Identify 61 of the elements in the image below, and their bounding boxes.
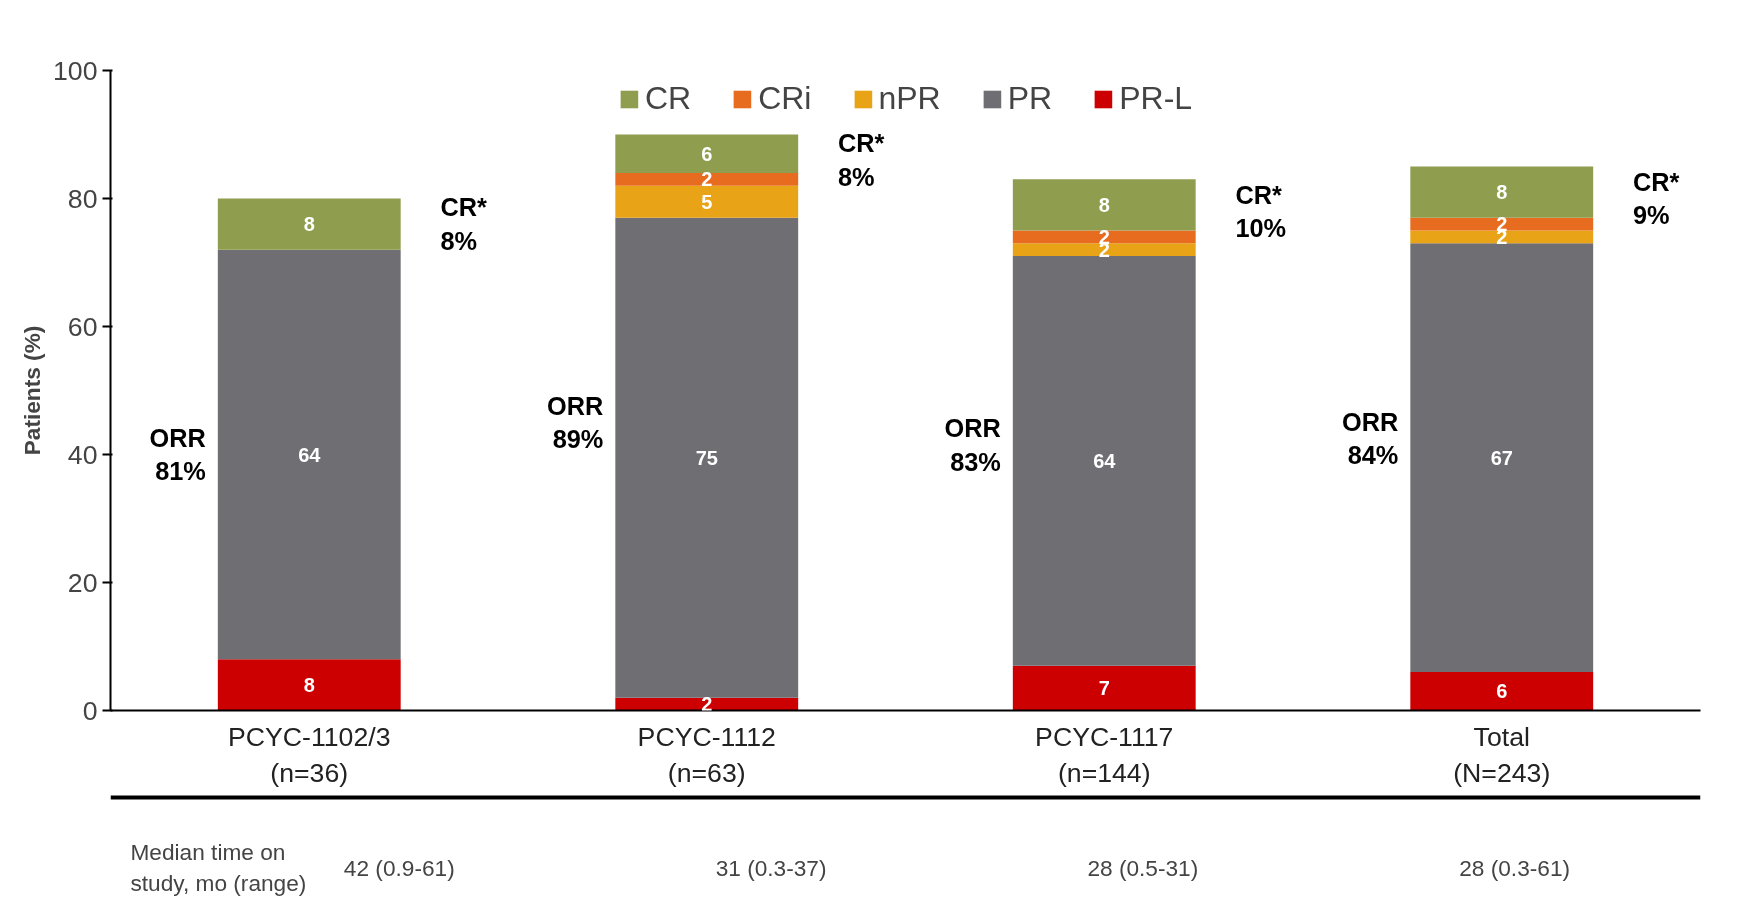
legend-label: nPR (878, 80, 941, 117)
y-tick-label: 0 (82, 695, 98, 726)
legend-label: CR (644, 80, 692, 117)
y-axis-title: Patients (%) (19, 325, 46, 456)
annotation: CR* 10% (1235, 180, 1287, 243)
annotation: CR* 9% (1632, 167, 1680, 230)
bar (1410, 230, 1594, 244)
bar (615, 217, 799, 698)
bar (1012, 243, 1196, 257)
annotation: ORR 89% (547, 391, 604, 454)
data-label: 8 (303, 213, 315, 236)
bar (1410, 672, 1594, 711)
data-label: 5 (701, 190, 713, 213)
text: 42 (0.9-61) (343, 854, 455, 881)
x-tick-label: PCYC-1102/3 (n=36) (228, 721, 391, 788)
annotation: ORR 81% (149, 423, 206, 486)
y-tick-label: 60 (67, 311, 98, 342)
bar (615, 172, 799, 186)
data-label: 8 (1098, 193, 1110, 216)
bar (1012, 256, 1196, 666)
text: 28 (0.3-61) (1459, 854, 1571, 881)
y-tick-label: 100 (53, 55, 98, 86)
text: 31 (0.3-37) (715, 854, 827, 881)
text: Median time on study, mo (range) (130, 838, 307, 897)
data-label: 64 (1093, 449, 1117, 472)
bar (1012, 665, 1196, 711)
data-label: 2 (701, 168, 713, 191)
x-tick-label: Total (N=243) (1453, 721, 1551, 788)
bar (217, 659, 401, 711)
bar (1012, 179, 1196, 231)
bar (615, 185, 799, 218)
bar (217, 249, 401, 660)
x-tick-label: PCYC-1117 (n=144) (1035, 721, 1174, 788)
data-label: 64 (298, 443, 322, 466)
annotation: ORR 84% (1342, 407, 1399, 470)
y-tick-label: 40 (67, 439, 98, 470)
legend-label: PR-L (1119, 80, 1193, 117)
y-tick-label: 20 (67, 567, 98, 598)
bar (217, 198, 401, 250)
x-tick-label: PCYC-1112 (n=63) (637, 721, 776, 788)
data-label: 8 (303, 673, 315, 696)
annotation: ORR 83% (944, 414, 1001, 476)
data-label: 75 (695, 446, 718, 469)
legend-label: CRi (758, 80, 812, 117)
data-label: 67 (1490, 446, 1513, 469)
annotation: CR* 8% (440, 193, 488, 255)
data-label: 2 (701, 693, 713, 716)
text: 28 (0.5-31) (1087, 854, 1199, 881)
annotation: CR* 8% (837, 129, 885, 191)
bar (615, 134, 799, 173)
bar (615, 697, 799, 711)
data-label: 7 (1098, 677, 1110, 700)
y-tick-label: 80 (67, 183, 98, 214)
data-label: 8 (1496, 181, 1508, 204)
bar (1012, 230, 1196, 244)
bar (1410, 217, 1594, 231)
bar (1410, 243, 1594, 673)
data-label: 6 (701, 142, 713, 165)
bar (1410, 166, 1594, 218)
data-label: 6 (1496, 680, 1508, 703)
legend-label: PR (1007, 80, 1053, 117)
